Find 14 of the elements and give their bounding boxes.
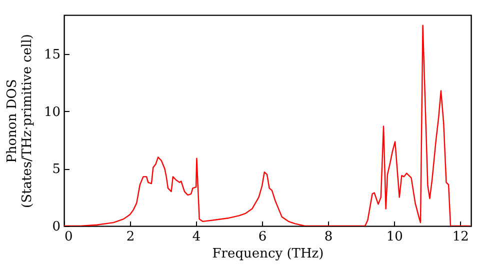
y-tick-label: 15 [44, 47, 60, 62]
x-tick-label: 8 [324, 230, 333, 244]
x-tick-label: 10 [386, 230, 403, 244]
x-tick-label: 6 [258, 230, 267, 244]
x-tick-label: 4 [192, 230, 201, 244]
y-tick-label: 5 [52, 162, 60, 178]
x-axis-title: Frequency (THz) [212, 246, 324, 262]
x-tick-label: 12 [452, 230, 469, 244]
y-tick-label: 10 [44, 104, 60, 120]
y-tick-label: 0 [52, 220, 60, 234]
line-series [64, 24, 471, 226]
y-axis-title: Phonon DOS (States/THz·primitive cell) [4, 34, 35, 208]
x-tick-label: 0 [64, 230, 73, 244]
x-tick-label: 2 [126, 230, 135, 244]
